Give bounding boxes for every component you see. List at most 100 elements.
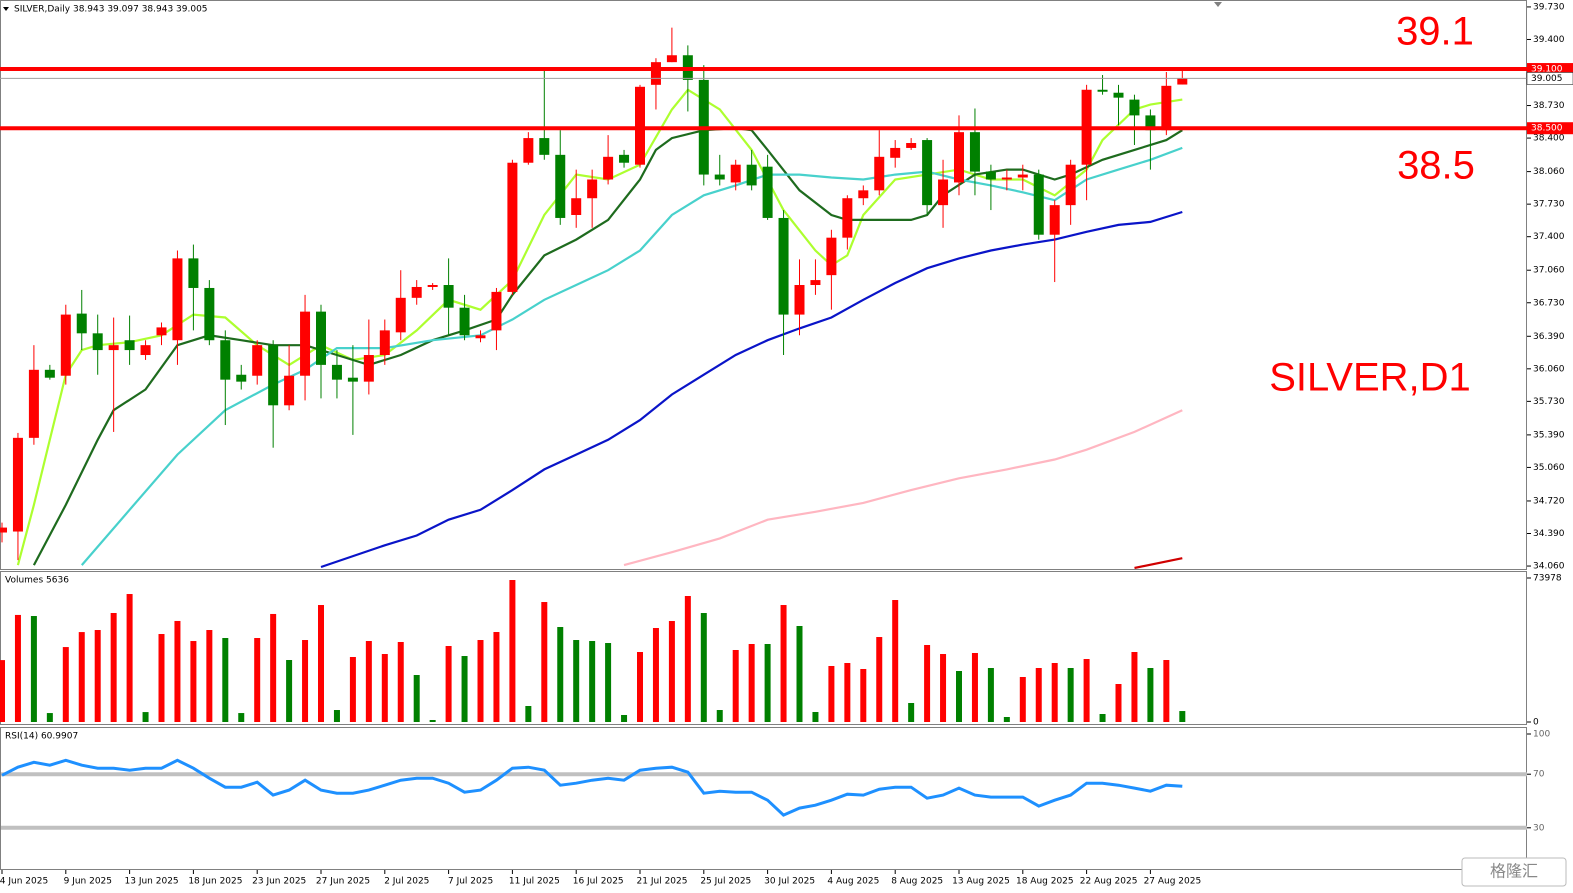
rsi-pane	[0, 727, 1527, 870]
x-tick-label: 13 Jun 2025	[125, 877, 179, 887]
candle-body	[794, 285, 805, 315]
annotation: 39.1	[1396, 10, 1474, 54]
candle-body	[395, 297, 406, 333]
candle-body	[858, 190, 869, 199]
volume-bar	[1003, 716, 1010, 722]
volume-bar	[413, 675, 420, 722]
candle-body	[12, 437, 23, 532]
y-tick-label: 39.400	[1533, 35, 1565, 45]
candle-body	[220, 340, 231, 380]
volume-bar	[764, 644, 771, 722]
volume-bar	[14, 614, 21, 722]
volume-pane	[0, 571, 1527, 725]
y-tick-label: 34.060	[1533, 562, 1565, 572]
volume-bar	[557, 627, 564, 722]
volume-bar	[892, 600, 899, 722]
volume-bar	[940, 654, 947, 722]
volume-bar	[812, 711, 819, 722]
candle-body	[555, 154, 566, 218]
volume-bar	[206, 630, 213, 722]
volume-bar	[971, 652, 978, 722]
price-plot	[0, 27, 1188, 569]
volume-bar	[142, 712, 149, 722]
candle-body	[1033, 174, 1044, 235]
candle-body	[427, 285, 438, 287]
moving-average	[80, 146, 1183, 566]
volume-bar	[222, 638, 229, 722]
y-tick-label: 37.730	[1533, 200, 1565, 210]
candle-body	[666, 55, 677, 63]
candle-body	[650, 62, 661, 85]
x-tick-label: 22 Aug 2025	[1080, 877, 1138, 887]
x-tick-label: 25 Jul 2025	[700, 877, 751, 887]
candle-body	[507, 162, 518, 292]
volume-bar	[445, 646, 452, 722]
volume-bar	[254, 638, 261, 722]
y-tick-label: 34.390	[1533, 529, 1565, 539]
candle-body	[922, 140, 933, 206]
volume-bar	[429, 719, 436, 722]
volume-tick-label: 0	[1533, 718, 1539, 728]
rsi-tick-label: 100	[1533, 730, 1550, 740]
candle-body	[300, 311, 311, 376]
candle-body	[826, 237, 837, 276]
volume-bar	[190, 641, 197, 722]
candle-body	[1145, 115, 1156, 131]
candle-body	[587, 179, 598, 199]
volume-bar	[748, 644, 755, 722]
volume-bar	[0, 660, 5, 722]
candle-body	[156, 327, 167, 336]
volume-bar	[46, 713, 53, 722]
level-label-box	[1527, 122, 1573, 135]
candle-body	[284, 375, 295, 406]
x-tick-label: 18 Aug 2025	[1016, 877, 1074, 887]
candle-body	[523, 138, 534, 163]
moving-average	[623, 409, 1183, 567]
volume-bar	[270, 613, 277, 722]
watermark-box	[1461, 857, 1567, 887]
candle-body	[874, 156, 885, 191]
volume-bar	[1131, 652, 1138, 722]
volume-bar	[684, 596, 691, 722]
volume-bar	[700, 613, 707, 722]
annotation: 38.5	[1397, 144, 1475, 188]
rsi-tick-label: 30	[1533, 823, 1545, 833]
x-tick-label: 18 Jun 2025	[188, 877, 242, 887]
volume-bar	[365, 641, 372, 722]
candle-body	[411, 286, 422, 298]
y-tick-label: 38.730	[1533, 101, 1565, 111]
candle-body	[347, 377, 358, 382]
volume-bar	[1083, 659, 1090, 722]
volume-bar	[844, 663, 851, 722]
candle-body	[108, 345, 119, 351]
current-price-label: 39.005	[1531, 74, 1563, 84]
volume-bar	[126, 594, 133, 722]
candle-body	[810, 280, 821, 286]
x-tick-label: 23 Jun 2025	[252, 877, 306, 887]
volume-bar	[908, 703, 915, 722]
price-pane	[0, 0, 1527, 570]
candle-body	[762, 166, 773, 218]
candle-body	[316, 311, 326, 365]
volume-bar	[1115, 684, 1122, 722]
candle-body	[76, 313, 87, 334]
volume-bar	[1147, 668, 1154, 722]
volume-bar	[732, 649, 739, 722]
volume-bar	[573, 640, 580, 722]
candle-body	[379, 330, 390, 356]
x-tick-label: 16 Jul 2025	[573, 877, 624, 887]
rsi-tick-label: 70	[1533, 770, 1545, 780]
rsi-line	[1, 758, 1183, 817]
candle-body	[985, 171, 996, 180]
x-tick-label: 30 Jul 2025	[764, 877, 815, 887]
volume-bar	[796, 625, 803, 722]
candle-body	[44, 369, 55, 378]
volume-bar	[333, 710, 340, 722]
volume-bar	[860, 668, 867, 722]
x-tick-label: 11 Jul 2025	[509, 877, 560, 887]
candle-body	[252, 345, 263, 376]
volume-bar	[238, 713, 245, 722]
watermark: 格隆汇	[1490, 862, 1538, 881]
candle-body	[236, 374, 247, 382]
